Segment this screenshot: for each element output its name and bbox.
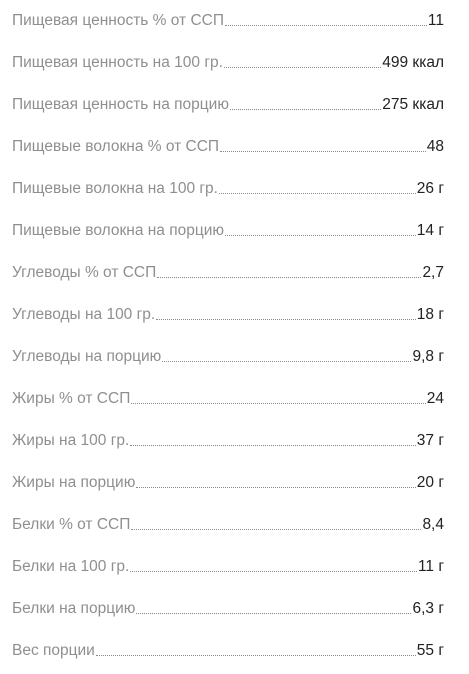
nutrition-label: Пищевые волокна % от ССП	[12, 138, 220, 155]
nutrition-value: 2,7	[422, 264, 444, 281]
nutrition-label: Углеводы % от ССП	[12, 264, 157, 281]
nutrition-row-energy-portion: Пищевая ценность на порцию 275 ккал	[12, 90, 444, 114]
dotted-leader	[229, 109, 382, 110]
nutrition-row-carbs-100g: Углеводы на 100 гр. 18 г	[12, 300, 444, 324]
dotted-leader	[224, 25, 427, 26]
nutrition-label: Белки на 100 гр.	[12, 558, 130, 575]
dotted-leader	[130, 445, 416, 446]
nutrition-label: Жиры на 100 гр.	[12, 432, 130, 449]
nutrition-value: 11	[427, 12, 444, 29]
nutrition-value: 499 ккал	[382, 54, 444, 71]
nutrition-value: 20 г	[416, 474, 444, 491]
nutrition-label: Вес порции	[12, 642, 95, 659]
nutrition-value: 9,8 г	[412, 348, 444, 365]
nutrition-value: 14 г	[416, 222, 444, 239]
dotted-leader	[130, 571, 417, 572]
nutrition-value: 55 г	[416, 642, 444, 659]
nutrition-label: Углеводы на порцию	[12, 348, 162, 365]
nutrition-label: Пищевая ценность на порцию	[12, 96, 229, 113]
dotted-leader	[136, 487, 416, 488]
nutrition-row-fat-100g: Жиры на 100 гр. 37 г	[12, 426, 444, 450]
dotted-leader	[162, 361, 412, 362]
nutrition-label: Белки на порцию	[12, 600, 136, 617]
nutrition-value: 6,3 г	[412, 600, 444, 617]
nutrition-row-fat-percent: Жиры % от ССП 24	[12, 384, 444, 408]
nutrition-label: Углеводы на 100 гр.	[12, 306, 156, 323]
nutrition-row-fat-portion: Жиры на порцию 20 г	[12, 468, 444, 492]
dotted-leader	[157, 277, 422, 278]
nutrition-label: Пищевые волокна на порцию	[12, 222, 225, 239]
nutrition-label: Пищевая ценность на 100 гр.	[12, 54, 223, 71]
nutrition-value: 24	[426, 390, 444, 407]
nutrition-row-protein-portion: Белки на порцию 6,3 г	[12, 594, 444, 618]
nutrition-row-protein-percent: Белки % от ССП 8,4	[12, 510, 444, 534]
dotted-leader	[218, 193, 416, 194]
dotted-leader	[225, 235, 416, 236]
dotted-leader	[131, 403, 426, 404]
dotted-leader	[95, 655, 416, 656]
nutrition-row-carbs-percent: Углеводы % от ССП 2,7	[12, 258, 444, 282]
dotted-leader	[220, 151, 426, 152]
nutrition-row-energy-percent: Пищевая ценность % от ССП 11	[12, 6, 444, 30]
nutrition-row-fiber-100g: Пищевые волокна на 100 гр. 26 г	[12, 174, 444, 198]
nutrition-value: 18 г	[416, 306, 444, 323]
nutrition-value: 275 ккал	[382, 96, 444, 113]
nutrition-label: Жиры % от ССП	[12, 390, 131, 407]
dotted-leader	[131, 529, 422, 530]
dotted-leader	[223, 67, 382, 68]
nutrition-value: 37 г	[416, 432, 444, 449]
nutrition-label: Белки % от ССП	[12, 516, 131, 533]
nutrition-value: 26 г	[416, 180, 444, 197]
nutrition-label: Пищевые волокна на 100 гр.	[12, 180, 218, 197]
dotted-leader	[156, 319, 416, 320]
nutrition-row-energy-100g: Пищевая ценность на 100 гр. 499 ккал	[12, 48, 444, 72]
nutrition-label: Пищевая ценность % от ССП	[12, 12, 224, 29]
nutrition-value: 11 г	[417, 558, 444, 575]
nutrition-row-portion-weight: Вес порции 55 г	[12, 636, 444, 660]
nutrition-row-fiber-portion: Пищевые волокна на порцию 14 г	[12, 216, 444, 240]
nutrition-label: Жиры на порцию	[12, 474, 136, 491]
nutrition-row-fiber-percent: Пищевые волокна % от ССП 48	[12, 132, 444, 156]
nutrition-row-carbs-portion: Углеводы на порцию 9,8 г	[12, 342, 444, 366]
nutrition-value: 48	[426, 138, 444, 155]
dotted-leader	[136, 613, 412, 614]
nutrition-value: 8,4	[422, 516, 444, 533]
nutrition-row-protein-100g: Белки на 100 гр. 11 г	[12, 552, 444, 576]
